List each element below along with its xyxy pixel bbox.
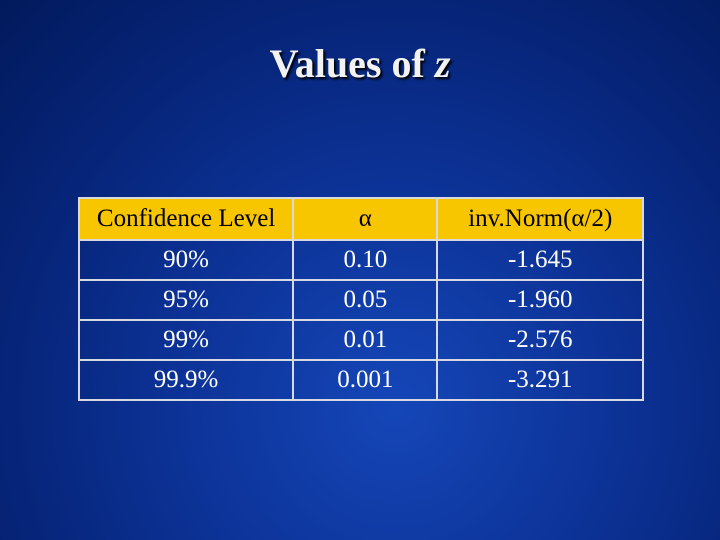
table-row: 99% 0.01 -2.576 — [77, 319, 644, 361]
table-cell: -1.960 — [436, 279, 644, 321]
header-cell: Confidence Level — [77, 197, 295, 241]
table-cell: -2.576 — [436, 319, 644, 361]
table-row: 90% 0.10 -1.645 — [77, 239, 644, 281]
table-cell: 0.10 — [292, 239, 439, 281]
table-cell: 0.05 — [292, 279, 439, 321]
table-row: 99.9% 0.001 -3.291 — [77, 359, 644, 401]
title-text: Values of — [269, 41, 425, 86]
header-cell: α — [292, 197, 439, 241]
table-cell: 99% — [77, 319, 295, 361]
table-row: 95% 0.05 -1.960 — [77, 279, 644, 321]
table-cell: 99.9% — [77, 359, 295, 401]
table-cell: 95% — [77, 279, 295, 321]
header-row: Confidence Level α inv.Norm(α/2) — [77, 197, 644, 241]
header-cell: inv.Norm(α/2) — [436, 197, 644, 241]
table-cell: 0.001 — [292, 359, 439, 401]
slide-title: Values of z — [0, 40, 720, 87]
z-table: Confidence Level α inv.Norm(α/2) 90% 0.10 -1… — [77, 197, 644, 401]
table-cell: 90% — [77, 239, 295, 281]
table-body: 90% 0.10 -1.645 95% 0.05 -1.960 99% 0.01 -2.576 9… — [77, 239, 644, 401]
table-cell: -3.291 — [436, 359, 644, 401]
table-cell: -1.645 — [436, 239, 644, 281]
table-cell: 0.01 — [292, 319, 439, 361]
title-variable: z — [434, 41, 451, 86]
